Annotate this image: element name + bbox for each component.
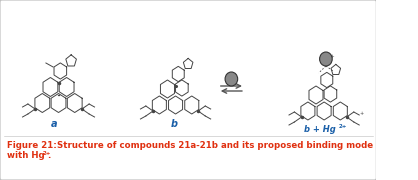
Text: Structure of compounds 21a-21b and its proposed binding mode: Structure of compounds 21a-21b and its p… <box>54 141 373 150</box>
Text: b + Hg: b + Hg <box>304 125 336 134</box>
Text: +: + <box>359 111 363 116</box>
Text: with Hg: with Hg <box>7 152 45 161</box>
Text: 2+: 2+ <box>339 125 347 129</box>
Text: Figure 21:: Figure 21: <box>7 141 57 150</box>
Text: b: b <box>170 119 177 129</box>
Text: a: a <box>51 119 57 129</box>
Text: .: . <box>47 152 50 161</box>
Circle shape <box>320 52 332 66</box>
Text: +: + <box>330 53 334 59</box>
FancyBboxPatch shape <box>0 0 376 180</box>
Circle shape <box>225 72 238 86</box>
Text: 2+: 2+ <box>42 151 51 156</box>
